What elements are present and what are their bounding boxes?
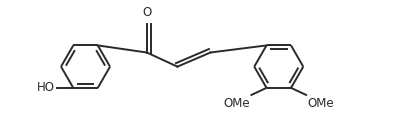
Text: OMe: OMe [307,97,333,110]
Text: O: O [142,6,151,19]
Text: OMe: OMe [223,97,249,110]
Text: HO: HO [37,81,55,94]
